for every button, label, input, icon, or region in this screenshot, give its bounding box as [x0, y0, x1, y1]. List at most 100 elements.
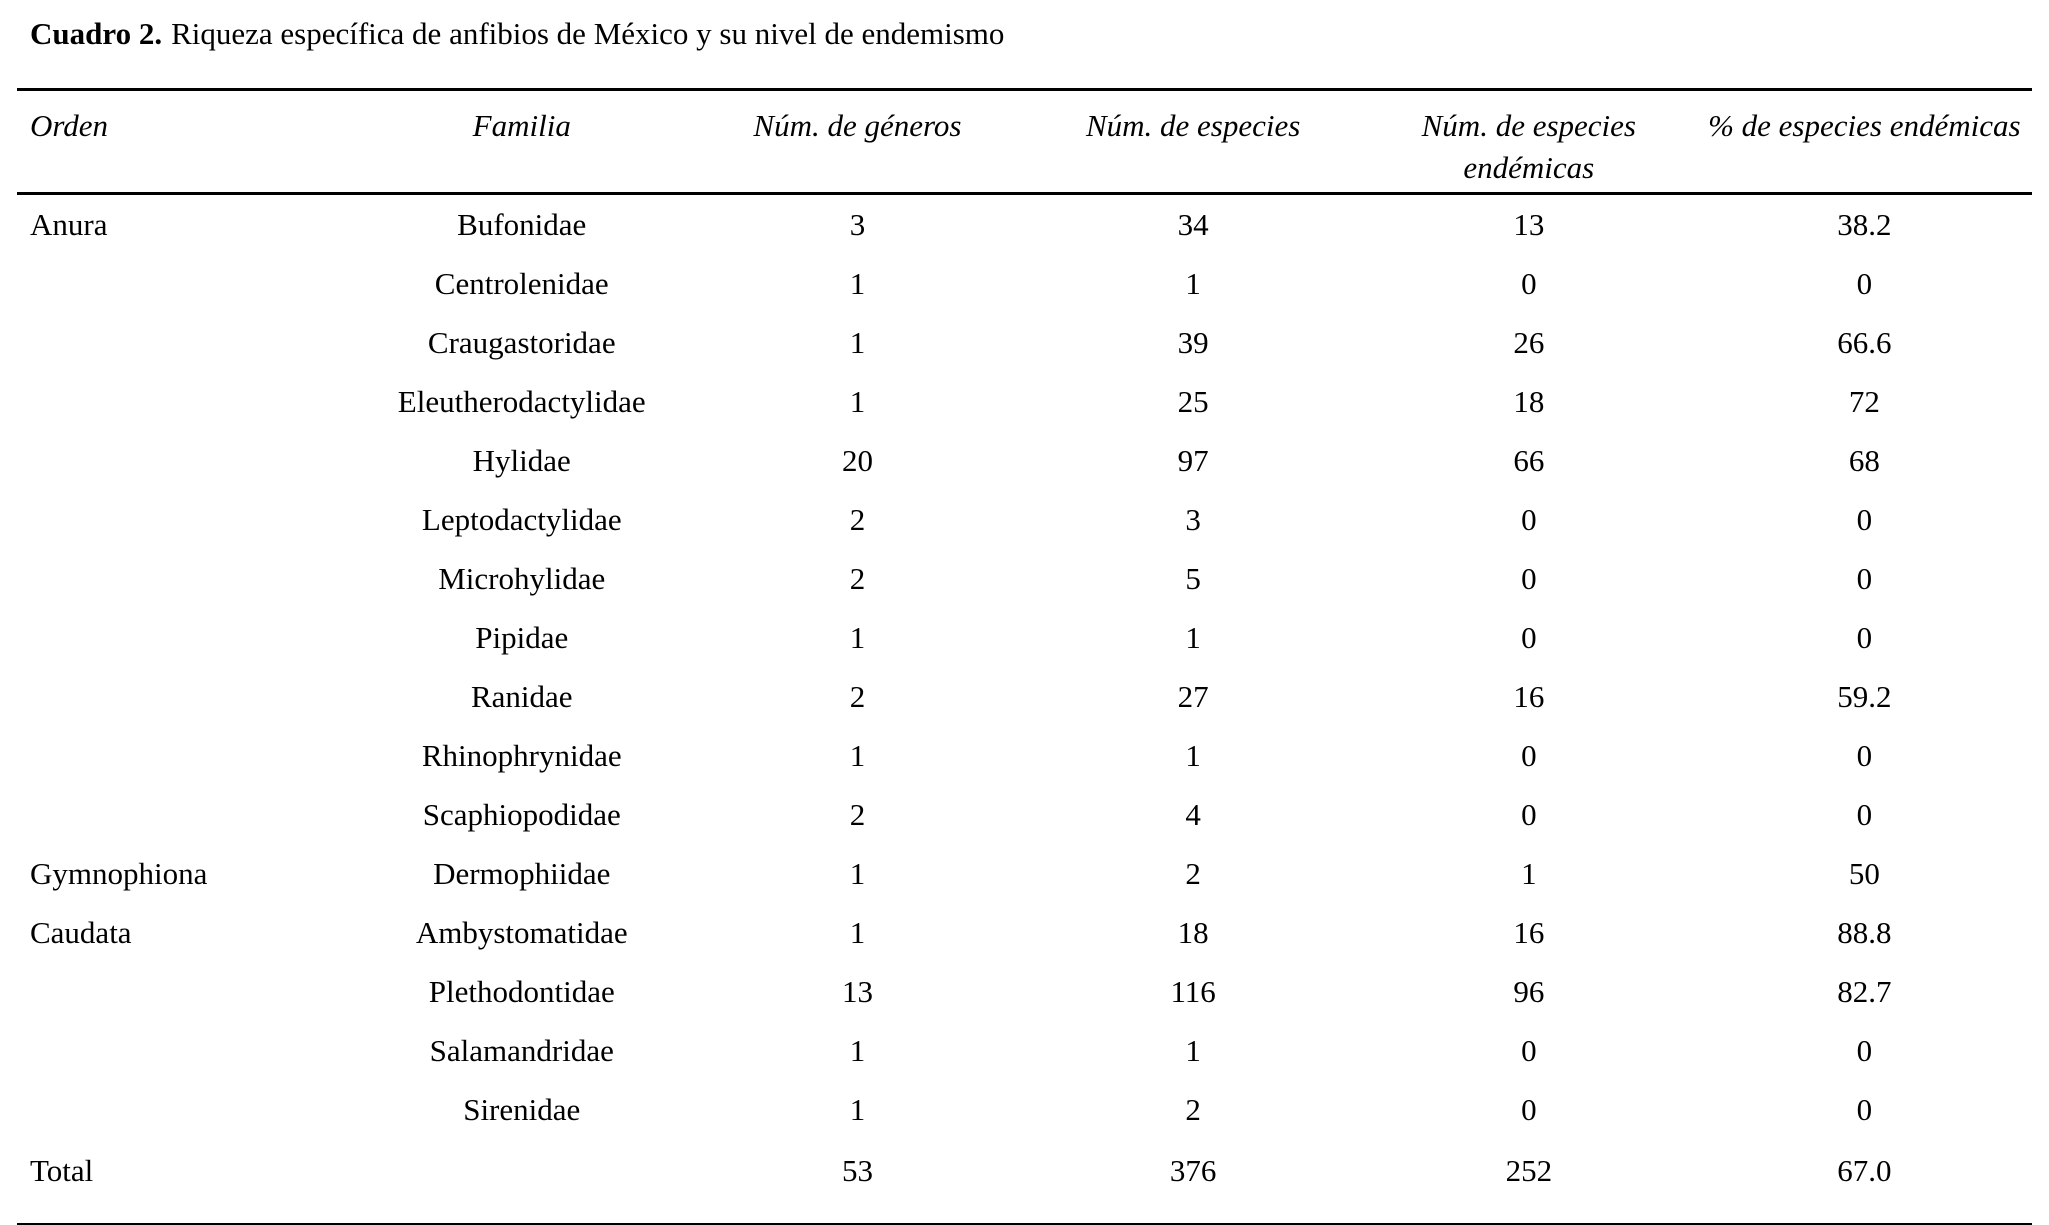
column-header-orden: Orden	[30, 108, 109, 143]
amphibian-richness-table: Orden Familia Núm. de géneros Núm. de es…	[17, 88, 2032, 1225]
endemic-percent-cell: 88.8	[1837, 915, 1892, 950]
table-row: Sirenidae 1 2 0 0	[17, 1080, 2032, 1139]
family-cell: Scaphiopodidae	[422, 797, 621, 832]
table-header-row: Orden Familia Núm. de géneros Núm. de es…	[17, 90, 2032, 194]
table-row: Ranidae 2 27 16 59.2	[17, 667, 2032, 726]
table-caption-text: Riqueza específica de anfibios de México…	[171, 16, 1005, 51]
genera-count-cell: 2	[849, 797, 866, 832]
species-count-cell: 3	[1185, 502, 1201, 537]
order-cell	[17, 490, 354, 549]
family-cell: Eleutherodactylidae	[397, 384, 646, 419]
species-count-cell: 1	[1185, 738, 1201, 773]
column-header-familia: Familia	[472, 108, 571, 143]
endemic-count-cell: 16	[1513, 679, 1545, 714]
order-cell	[17, 667, 354, 726]
endemic-percent-cell: 0	[1856, 502, 1873, 537]
genera-count-cell: 3	[849, 207, 866, 242]
genera-count-cell: 1	[849, 266, 866, 301]
family-cell: Microhylidae	[438, 561, 606, 596]
genera-count-cell: 1	[849, 1033, 866, 1068]
order-cell	[17, 1021, 354, 1080]
table-row: Rhinophrynidae 1 1 0 0	[17, 726, 2032, 785]
genera-count-cell: 13	[841, 974, 873, 1009]
table-header: Orden Familia Núm. de géneros Núm. de es…	[17, 90, 2032, 194]
endemic-percent-cell: 68	[1848, 443, 1880, 478]
family-cell: Bufonidae	[457, 207, 587, 242]
family-cell: Rhinophrynidae	[421, 738, 622, 773]
endemic-percent-cell: 0	[1856, 738, 1873, 773]
species-count-cell: 39	[1177, 325, 1209, 360]
endemic-percent-cell: 67.0	[1837, 1153, 1892, 1188]
order-cell	[17, 1080, 354, 1139]
endemic-count-cell: 66	[1513, 443, 1545, 478]
endemic-count-cell: 0	[1521, 1033, 1537, 1068]
species-count-cell: 97	[1177, 443, 1209, 478]
genera-count-cell: 1	[849, 856, 866, 891]
table-row: Caudata Ambystomatidae 1 18 16 88.8	[17, 903, 2032, 962]
endemic-percent-cell: 50	[1848, 856, 1880, 891]
endemic-count-cell: 1	[1521, 856, 1537, 891]
endemic-count-cell: 0	[1521, 1092, 1537, 1127]
species-count-cell: 18	[1177, 915, 1209, 950]
genera-count-cell: 2	[849, 679, 866, 714]
order-cell	[17, 962, 354, 1021]
order-cell	[17, 726, 354, 785]
endemic-count-cell: 0	[1521, 266, 1537, 301]
family-cell: Salamandridae	[429, 1033, 614, 1068]
endemic-percent-cell: 0	[1856, 561, 1873, 596]
column-header-num-generos: Núm. de géneros	[753, 108, 962, 143]
order-cell	[17, 313, 354, 372]
family-cell: Sirenidae	[463, 1092, 581, 1127]
family-cell: Leptodactylidae	[421, 502, 622, 537]
species-count-cell: 1	[1185, 266, 1201, 301]
table-row: Pipidae 1 1 0 0	[17, 608, 2032, 667]
species-count-cell: 116	[1170, 974, 1216, 1009]
endemic-percent-cell: 59.2	[1837, 679, 1892, 714]
endemic-count-cell: 0	[1521, 502, 1537, 537]
genera-count-cell: 1	[849, 384, 866, 419]
table-row: Craugastoridae 1 39 26 66.6	[17, 313, 2032, 372]
endemic-percent-cell: 38.2	[1837, 207, 1892, 242]
species-count-cell: 2	[1185, 856, 1201, 891]
family-cell	[354, 1139, 690, 1225]
order-cell	[17, 372, 354, 431]
endemic-percent-cell: 0	[1856, 266, 1873, 301]
order-cell	[17, 608, 354, 667]
table-row: Centrolenidae 1 1 0 0	[17, 254, 2032, 313]
table-row: Scaphiopodidae 2 4 0 0	[17, 785, 2032, 844]
order-cell: Gymnophiona	[30, 856, 208, 891]
species-count-cell: 4	[1185, 797, 1201, 832]
genera-count-cell: 2	[849, 561, 866, 596]
species-count-cell: 5	[1185, 561, 1201, 596]
table-row: Microhylidae 2 5 0 0	[17, 549, 2032, 608]
column-header-pct-especies-endemicas: % de especies endémicas	[1708, 108, 2021, 143]
endemic-percent-cell: 0	[1856, 1033, 1873, 1068]
endemic-count-cell: 0	[1521, 561, 1537, 596]
species-count-cell: 1	[1185, 1033, 1201, 1068]
endemic-percent-cell: 0	[1856, 797, 1873, 832]
family-cell: Craugastoridae	[427, 325, 616, 360]
species-count-cell: 27	[1177, 679, 1209, 714]
order-cell	[17, 549, 354, 608]
table-body: Anura Bufonidae 3 34 13 38.2 Centrolenidae 1 1 0 0…	[17, 194, 2032, 1225]
species-count-cell: 34	[1177, 207, 1209, 242]
genera-count-cell: 20	[841, 443, 873, 478]
family-cell: Ambystomatidae	[415, 915, 628, 950]
endemic-percent-cell: 66.6	[1837, 325, 1892, 360]
table-row: Leptodactylidae 2 3 0 0	[17, 490, 2032, 549]
species-count-cell: 2	[1185, 1092, 1201, 1127]
column-header-num-especies: Núm. de especies	[1085, 108, 1301, 143]
genera-count-cell: 2	[849, 502, 866, 537]
species-count-cell: 25	[1177, 384, 1209, 419]
table-caption: Cuadro 2. Riqueza específica de anfibios …	[0, 0, 2049, 56]
endemic-percent-cell: 72	[1848, 384, 1880, 419]
table-caption-label: Cuadro 2.	[30, 16, 163, 51]
table-row: Gymnophiona Dermophiidae 1 2 1 50	[17, 844, 2032, 903]
family-cell: Plethodontidae	[428, 974, 615, 1009]
endemic-count-cell: 0	[1521, 797, 1537, 832]
order-cell	[17, 254, 354, 313]
order-cell: Total	[30, 1153, 94, 1188]
order-cell	[17, 785, 354, 844]
family-cell: Hylidae	[472, 443, 571, 478]
